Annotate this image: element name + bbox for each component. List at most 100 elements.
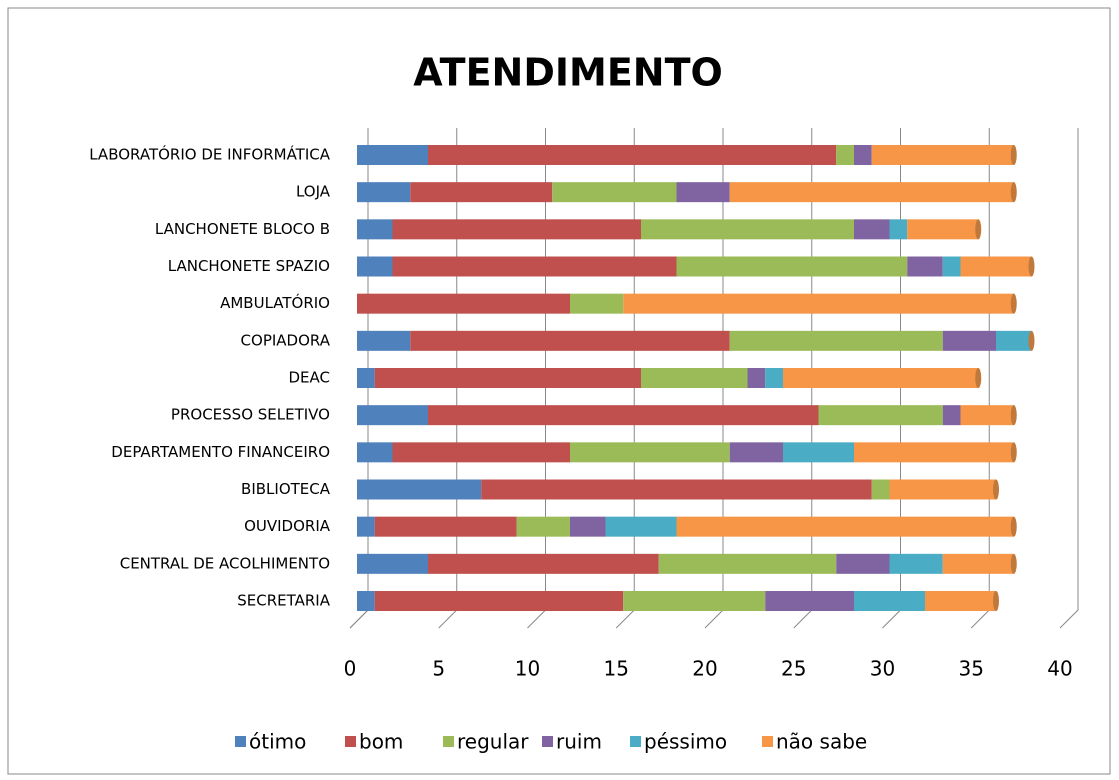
- bar-segment: [942, 553, 1014, 574]
- y-tick-label: LOJA: [296, 183, 331, 201]
- x-tick-label: 25: [781, 657, 806, 681]
- bar-cap: [1010, 516, 1017, 537]
- y-tick-label: COPIADORA: [241, 331, 331, 349]
- legend-label: ruim: [556, 730, 602, 754]
- bar-segment: [392, 442, 570, 463]
- bar-cap: [1010, 405, 1017, 426]
- y-tick-label: LANCHONETE BLOCO B: [155, 220, 330, 238]
- y-tick-label: CENTRAL DE ACOLHIMENTO: [120, 554, 330, 572]
- bar-segment: [854, 145, 872, 165]
- bar-segment: [481, 479, 872, 500]
- bar-segment: [428, 145, 837, 165]
- bar-segment: [658, 553, 837, 574]
- bar-segment: [836, 553, 890, 574]
- bar-segment: [357, 516, 375, 537]
- bar-segment: [960, 405, 1014, 426]
- bar-segment: [960, 256, 1032, 277]
- legend-swatch: [762, 736, 773, 747]
- bar-segment: [641, 368, 748, 388]
- x-tick-label: 15: [604, 657, 629, 681]
- bar-cap: [993, 479, 999, 500]
- bar-segment: [889, 479, 996, 500]
- bar-segment: [357, 405, 428, 426]
- bar-segment: [392, 256, 677, 277]
- legend-swatch: [443, 736, 454, 747]
- bar-segment: [676, 256, 908, 277]
- bar-segment: [516, 516, 570, 537]
- x-tick-label: 30: [870, 657, 895, 681]
- bar-segment: [570, 442, 730, 463]
- bar-segment: [942, 405, 961, 426]
- y-tick-label: DEAC: [289, 369, 331, 387]
- y-tick-label: AMBULATÓRIO: [220, 293, 330, 312]
- bar-segment: [942, 256, 961, 277]
- bar-cap: [1028, 256, 1035, 277]
- bar-segment: [357, 256, 393, 277]
- legend-swatch: [542, 736, 553, 747]
- bar-segment: [729, 330, 943, 351]
- bar-segment: [374, 591, 624, 611]
- bar-segment: [676, 516, 1014, 537]
- bar-segment: [783, 442, 854, 463]
- bar-segment: [942, 330, 996, 351]
- bar-segment: [818, 405, 943, 426]
- bar-segment: [729, 442, 783, 463]
- bar-cap: [1028, 330, 1035, 351]
- bar-segment: [765, 368, 783, 388]
- bar-segment: [783, 368, 979, 388]
- bar-segment: [552, 182, 677, 203]
- bar-cap: [1010, 293, 1017, 314]
- bar-segment: [907, 256, 943, 277]
- bar-segment: [747, 368, 766, 388]
- bar-segment: [357, 368, 375, 388]
- bar-segment: [357, 219, 393, 240]
- bar-segment: [357, 145, 428, 165]
- y-tick-label: PROCESSO SELETIVO: [171, 406, 330, 424]
- x-tick-label: 0: [344, 657, 357, 681]
- legend-label: não sabe: [776, 730, 867, 754]
- bar-segment: [357, 553, 428, 574]
- bar-segment: [854, 442, 1014, 463]
- bar-segment: [889, 553, 943, 574]
- bar-segment: [410, 182, 553, 203]
- y-tick-label: LABORATÓRIO DE INFORMÁTICA: [89, 145, 330, 164]
- bar-segment: [605, 516, 677, 537]
- bar-segment: [889, 219, 908, 240]
- bar-cap: [993, 591, 999, 611]
- bar-segment: [428, 405, 819, 426]
- y-tick-label: DEPARTAMENTO FINANCEIRO: [111, 443, 330, 461]
- chart-title: ATENDIMENTO: [413, 51, 723, 95]
- bar-segment: [925, 591, 996, 611]
- legend-label: regular: [457, 730, 529, 754]
- bar-cap: [1010, 442, 1017, 463]
- bar-segment: [374, 516, 517, 537]
- chart-frame: [7, 7, 1111, 775]
- legend-swatch: [630, 736, 641, 747]
- legend-label: ótimo: [249, 730, 306, 754]
- bar-cap: [975, 368, 982, 388]
- bar-segment: [357, 591, 375, 611]
- bar-segment: [871, 479, 890, 500]
- legend-label: péssimo: [644, 730, 727, 754]
- bar-segment: [357, 479, 482, 500]
- bar-segment: [410, 330, 730, 351]
- bar-segment: [676, 182, 730, 203]
- legend-swatch: [235, 736, 246, 747]
- grid-line: [1059, 128, 1079, 629]
- bar-segment: [357, 442, 393, 463]
- bar-cap: [1010, 182, 1017, 203]
- bar-segment: [996, 330, 1032, 351]
- bar-segment: [836, 145, 854, 165]
- bar-segment: [357, 293, 570, 314]
- bar-segment: [570, 516, 606, 537]
- bar-segment: [623, 591, 766, 611]
- x-tick-label: 35: [959, 657, 984, 681]
- bar-segment: [374, 368, 641, 388]
- x-tick-label: 40: [1047, 657, 1072, 681]
- bar-segment: [641, 219, 854, 240]
- bar-cap: [1010, 553, 1017, 574]
- bar-segment: [765, 591, 854, 611]
- x-tick-label: 5: [432, 657, 445, 681]
- bar-segment: [871, 145, 1014, 165]
- bar-segment: [392, 219, 641, 240]
